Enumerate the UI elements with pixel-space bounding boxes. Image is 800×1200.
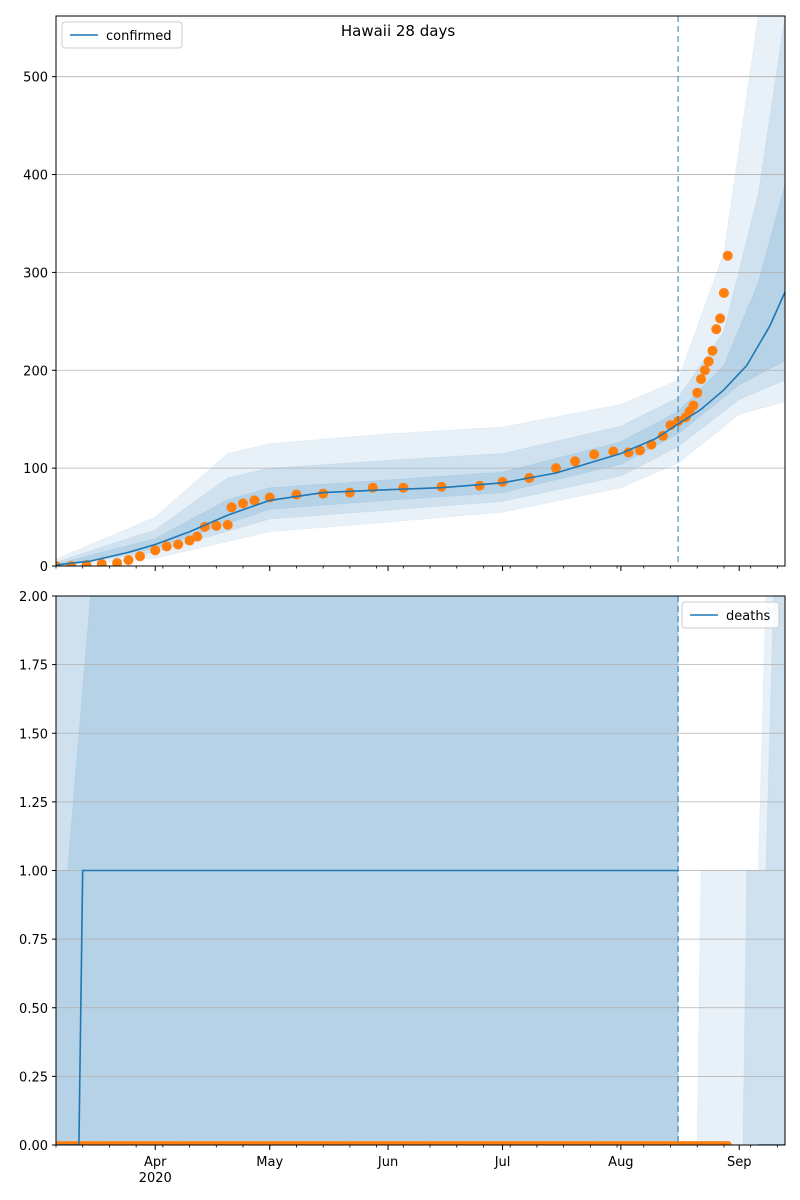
observed-point (711, 324, 722, 335)
observed-point (398, 482, 409, 493)
observed-point (657, 430, 668, 441)
observed-point (718, 287, 729, 298)
observed-point (634, 445, 645, 456)
observed-point (123, 555, 134, 566)
y-tick-label: 500 (23, 71, 48, 86)
y-tick-label: 0.75 (19, 933, 48, 948)
deaths-panel: 0.00 0.25 0.50 0.75 1.00 1.25 1.50 1.75 2.00 Apr2… (19, 590, 786, 1186)
y-tick-label: 0 (40, 560, 48, 575)
x-tick-label: Jun (377, 1155, 398, 1170)
x-tick-label: Aug (608, 1155, 633, 1170)
y-tick-label: 1.25 (19, 796, 48, 811)
y-tick-label: 0.50 (19, 1002, 48, 1017)
observed-point (474, 480, 485, 491)
x-tick-label: Apr (144, 1155, 167, 1170)
y-tick-label: 400 (23, 169, 48, 184)
observed-point (497, 476, 508, 487)
confirmed-panel: 0 100 200 300 400 500 confirmed (23, 15, 786, 575)
observed-point (589, 449, 600, 460)
observed-point (703, 356, 714, 367)
observed-point (707, 345, 718, 356)
model-line-deaths (56, 869, 679, 1145)
model-line-confirmed (56, 291, 785, 566)
legend-label: confirmed (106, 29, 172, 44)
observed-point (226, 502, 237, 513)
observed-point (436, 481, 447, 492)
legend-label: deaths (726, 609, 771, 624)
observed-point (238, 498, 249, 509)
observed-point (692, 387, 703, 398)
y-tick-label: 2.00 (19, 590, 48, 605)
plot-area (56, 16, 785, 566)
observed-point (715, 313, 726, 324)
x-tick-label: Jul (494, 1155, 511, 1170)
observed-point (222, 519, 233, 530)
observed-point (134, 551, 145, 562)
observed-point (570, 456, 581, 467)
y-tick-label: 1.75 (19, 659, 48, 674)
observed-point (608, 446, 619, 457)
observed-point (722, 250, 733, 261)
y-tick-label: 1.00 (19, 865, 48, 880)
observed-point (211, 520, 222, 531)
observed-point (173, 539, 184, 550)
observed-point (344, 487, 355, 498)
x-tick-label: May (256, 1155, 283, 1170)
observed-point (184, 535, 195, 546)
legend: confirmed (61, 21, 183, 49)
x-tick-label: Sep (727, 1155, 752, 1170)
y-tick-label: 300 (23, 266, 48, 281)
observed-point (688, 400, 699, 411)
observed-point (723, 1141, 732, 1145)
observed-point (112, 558, 123, 566)
observed-point (318, 488, 329, 499)
observed-point (161, 541, 172, 552)
observed-point (550, 463, 561, 474)
y-tick-label: 200 (23, 364, 48, 379)
observed-point (696, 374, 707, 385)
legend-box (61, 21, 183, 49)
figure-title: Hawaii 28 days (341, 22, 455, 40)
observed-point (249, 495, 260, 506)
uncertainty-band-middle (56, 16, 785, 566)
y-tick-label: 1.50 (19, 727, 48, 742)
observed-point (150, 545, 161, 556)
legend-box (681, 601, 780, 629)
y-tick-label: 0.00 (19, 1139, 48, 1154)
uncertainty-band-inner (56, 184, 785, 566)
observed-point (699, 365, 710, 376)
observed-point (291, 489, 302, 500)
uncertainty-band-outer (56, 16, 785, 566)
y-tick-label: 100 (23, 462, 48, 477)
observed-point (192, 531, 203, 542)
y-tick-label: 0.25 (19, 1070, 48, 1085)
axes-frame (55, 15, 786, 567)
legend: deaths (681, 601, 780, 629)
x-tick-sublabel: 2020 (139, 1171, 172, 1186)
plot-area (56, 596, 785, 1145)
observed-point (96, 559, 107, 566)
